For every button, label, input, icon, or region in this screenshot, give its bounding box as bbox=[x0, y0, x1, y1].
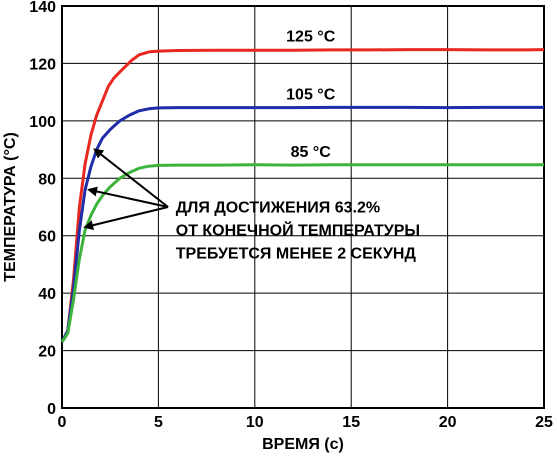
x-tick-label: 20 bbox=[439, 414, 457, 431]
x-tick-label: 5 bbox=[154, 414, 163, 431]
plot-background bbox=[62, 6, 544, 408]
series-label: 125 °C bbox=[286, 29, 336, 46]
y-tick-label: 40 bbox=[38, 286, 56, 303]
x-axis-title: ВРЕМЯ (с) bbox=[262, 436, 344, 453]
annotation-text: ДЛЯ ДОСТИЖЕНИЯ 63.2% bbox=[176, 200, 380, 217]
annotation: ДЛЯ ДОСТИЖЕНИЯ 63.2% ОТ КОНЕЧНОЙ ТЕМПЕРАТ… bbox=[83, 148, 420, 263]
series-label: 105 °C bbox=[286, 86, 336, 103]
y-axis-title: ТЕМПЕРАТУРА (°C) bbox=[2, 132, 19, 282]
x-tick-label: 15 bbox=[342, 414, 360, 431]
series-label: 85 °C bbox=[291, 144, 332, 161]
tick-labels: 0 5 10 15 20 25 0 20 40 60 80 100 120 140 bbox=[29, 0, 553, 431]
y-tick-label: 80 bbox=[38, 171, 56, 188]
y-tick-label: 20 bbox=[38, 344, 56, 361]
y-tick-label: 0 bbox=[47, 401, 56, 418]
annotation-text: ТРЕБУЕТСЯ МЕНЕЕ 2 СЕКУНД bbox=[176, 246, 417, 263]
series-line bbox=[60, 105, 544, 343]
series-line bbox=[60, 48, 545, 343]
x-tick-label: 10 bbox=[246, 414, 264, 431]
y-tick-label: 120 bbox=[29, 56, 56, 73]
annotation-arrow bbox=[93, 148, 169, 208]
series-labels: 125 °C 105 °C 85 °C bbox=[286, 29, 336, 161]
y-tick-label: 60 bbox=[38, 229, 56, 246]
x-tick-label: 25 bbox=[535, 414, 553, 431]
y-tick-label: 140 bbox=[29, 0, 56, 16]
grid bbox=[62, 6, 544, 408]
annotation-arrow bbox=[83, 206, 169, 231]
annotation-arrow bbox=[87, 186, 169, 208]
x-tick-label: 0 bbox=[58, 414, 67, 431]
annotation-text: ОТ КОНЕЧНОЙ ТЕМПЕРАТУРЫ bbox=[176, 221, 420, 240]
y-tick-label: 100 bbox=[29, 114, 56, 131]
plot-frame bbox=[61, 5, 545, 409]
